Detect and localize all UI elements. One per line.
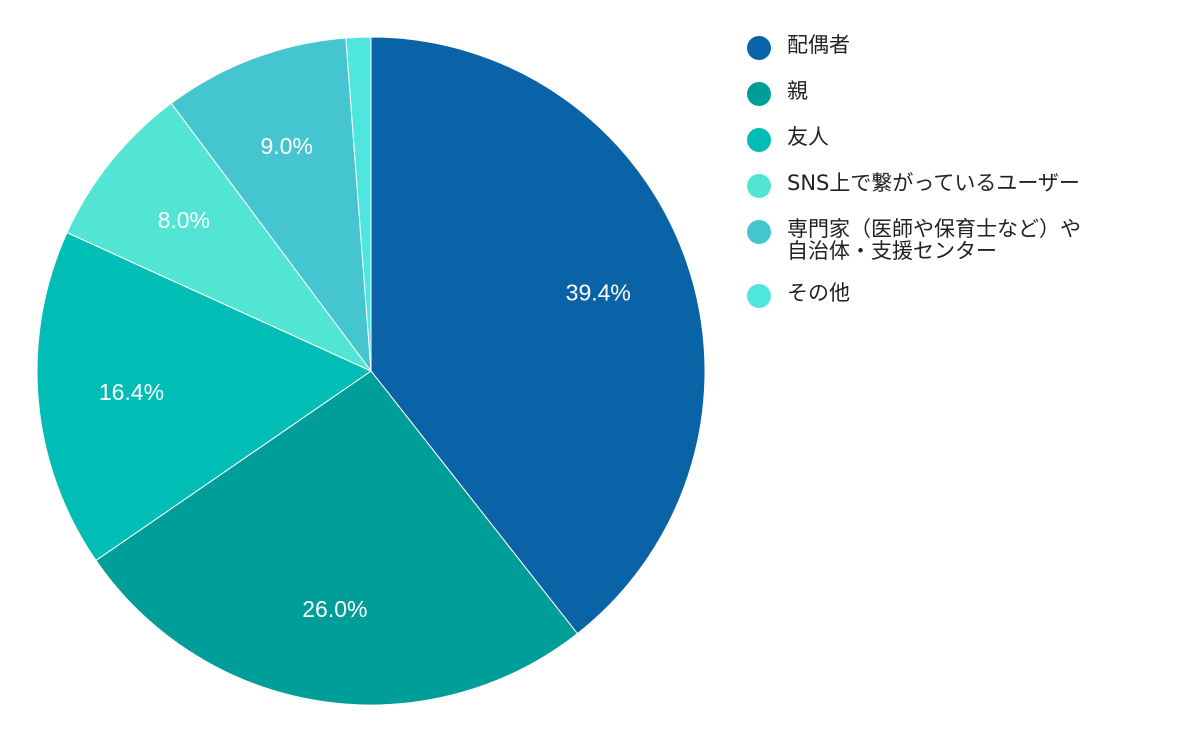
legend-label: その他 — [787, 281, 850, 305]
pie-slices — [36, 36, 706, 706]
pie-slice-3 — [36, 231, 373, 562]
slice-labels: 39.4% 26.0% 16.4% 8.0% 9.0% — [99, 133, 631, 622]
legend-item: 親 — [747, 80, 1187, 106]
legend-swatch — [747, 82, 771, 106]
legend-item: SNS上で繋がっているユーザー — [747, 172, 1187, 198]
slice-value-label: 9.0% — [260, 133, 312, 159]
legend-label: 親 — [787, 79, 808, 103]
pie-slice-1 — [370, 36, 706, 635]
pie-slice-4 — [66, 102, 372, 372]
slice-value-label: 16.4% — [99, 379, 164, 405]
legend-item: その他 — [747, 282, 1187, 308]
legend-label: 配偶者 — [787, 33, 850, 57]
chart-legend: 配偶者親友人 SNS上で繋がっているユーザー専門家（医師や保育士など）や 自治体・… — [747, 34, 1187, 328]
legend-label: 友人 — [787, 125, 829, 149]
slice-value-label: 8.0% — [158, 207, 210, 233]
legend-item: 友人 — [747, 126, 1187, 152]
slice-value-label: 26.0% — [302, 596, 367, 622]
pie-chart: 39.4% 26.0% 16.4% 8.0% 9.0% — [36, 36, 706, 706]
legend-label: 専門家（医師や保育士など）や 自治体・支援センター — [787, 217, 1081, 263]
legend-swatch — [747, 174, 771, 198]
legend-swatch — [747, 284, 771, 308]
legend-swatch — [747, 128, 771, 152]
pie-slice-5 — [170, 37, 372, 373]
legend-item: 配偶者 — [747, 34, 1187, 60]
legend-item: 専門家（医師や保育士など）や 自治体・支援センター — [747, 218, 1187, 262]
pie-slice-2 — [95, 370, 579, 706]
pie-slice-6 — [345, 36, 372, 372]
legend-swatch — [747, 36, 771, 60]
slice-value-label: 39.4% — [566, 279, 631, 305]
legend-label: SNS上で繋がっているユーザー — [787, 171, 1080, 195]
legend-swatch — [747, 220, 771, 244]
